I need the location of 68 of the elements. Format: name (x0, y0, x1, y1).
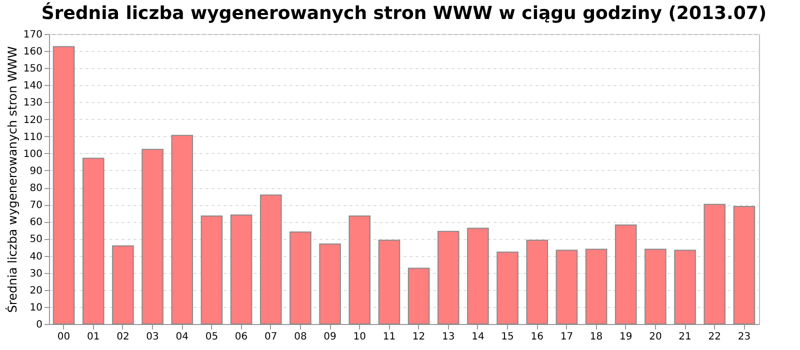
y-tick-label: 100 (23, 148, 42, 160)
x-tick-label: 12 (412, 332, 426, 342)
x-tick-label: 17 (560, 332, 574, 342)
x-tick-label: 22 (708, 332, 721, 342)
x-tick-label: 11 (382, 332, 396, 342)
bar (112, 245, 134, 324)
x-tick-label: 09 (324, 332, 336, 342)
y-tick-label: 170 (23, 30, 42, 40)
bar (348, 216, 371, 324)
x-tick-label: 07 (264, 332, 278, 342)
y-tick-label: 130 (23, 98, 42, 109)
bar (674, 250, 696, 324)
y-axis-title: Średnia liczba wygenerowanych stron WWW (4, 46, 20, 313)
bar (82, 158, 104, 324)
bar (644, 248, 666, 324)
y-tick-label: 40 (30, 251, 42, 262)
bar (378, 240, 400, 324)
bar (52, 46, 75, 324)
bar (496, 252, 518, 324)
y-tick-label: 90 (30, 166, 42, 177)
y-tick-label: 60 (30, 217, 42, 228)
x-tick-label: 06 (234, 332, 248, 342)
bar (260, 194, 282, 324)
x-tick-label: 03 (146, 332, 159, 342)
bar (467, 228, 489, 324)
bar (171, 134, 194, 324)
x-tick-label: 20 (649, 332, 662, 342)
x-tick-label: 15 (501, 332, 514, 342)
y-tick-label: 30 (30, 268, 42, 280)
bar (704, 204, 726, 324)
y-tick-label: 20 (30, 285, 42, 296)
x-tick-label: 08 (294, 332, 307, 342)
x-tick-label: 18 (590, 332, 603, 342)
bar (526, 240, 548, 324)
x-tick-label: 05 (205, 332, 218, 342)
bar (614, 224, 637, 324)
x-tick-label: 01 (87, 332, 100, 342)
y-tick-label: 160 (23, 46, 42, 58)
bar (733, 206, 756, 324)
x-tick-label: 00 (57, 332, 70, 342)
bar (437, 230, 460, 324)
y-tick-label: 80 (30, 183, 42, 194)
x-tick-label: 19 (620, 332, 632, 342)
x-tick-label: 14 (472, 332, 484, 342)
y-tick-label: 70 (30, 200, 42, 212)
y-tick-label: 0 (36, 320, 42, 330)
bar (408, 268, 430, 324)
x-tick-label: 10 (353, 332, 366, 342)
bar (200, 216, 223, 324)
bar (585, 248, 608, 324)
y-tick-label: 50 (30, 234, 42, 246)
x-tick-label: 04 (176, 332, 188, 342)
y-tick-label: 120 (23, 114, 42, 126)
y-tick-label: 140 (23, 80, 42, 92)
y-tick-label: 150 (23, 64, 42, 75)
x-tick-label: 02 (116, 332, 130, 342)
x-tick-label: 13 (442, 332, 455, 342)
bar (230, 214, 252, 324)
bar (290, 232, 312, 324)
x-tick-label: 23 (738, 332, 751, 342)
bar (556, 250, 578, 324)
chart-title: Średnia liczba wygenerowanych stron WWW w ciągu godziny (2013.07) (41, 2, 767, 24)
bar (319, 243, 341, 324)
bar (142, 148, 164, 324)
x-tick-label: 16 (530, 332, 544, 342)
y-tick-label: 110 (23, 132, 42, 143)
x-tick-label: 21 (678, 332, 692, 342)
y-tick-label: 10 (30, 302, 42, 314)
